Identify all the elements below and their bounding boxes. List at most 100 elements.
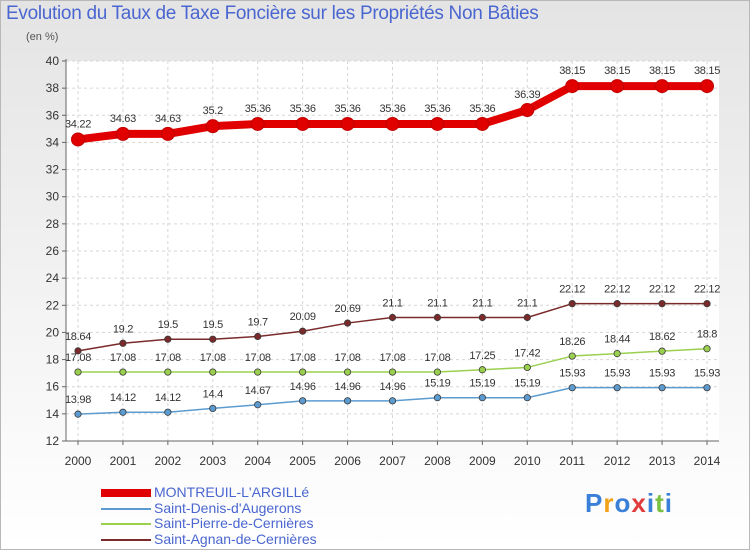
x-tick-label: 2007 <box>379 454 406 468</box>
data-label: 34.22 <box>65 118 91 130</box>
brand-letter: r <box>603 488 615 518</box>
data-label: 17.08 <box>379 352 405 364</box>
data-point <box>565 79 580 94</box>
data-point <box>340 116 355 131</box>
y-tick-label: 26 <box>46 244 60 258</box>
legend-swatch <box>101 523 151 525</box>
data-point <box>433 368 442 376</box>
data-point <box>74 347 82 355</box>
data-point <box>254 368 262 376</box>
data-label: 15.19 <box>424 378 450 390</box>
data-label: 15.93 <box>694 368 720 380</box>
brand-letter: P <box>585 488 604 518</box>
data-label: 14.12 <box>155 392 181 404</box>
data-label: 22.12 <box>694 284 720 296</box>
data-label: 14.12 <box>110 392 136 404</box>
data-point <box>523 363 531 372</box>
y-axis-unit: (en %) <box>26 31 59 43</box>
data-label: 18.62 <box>649 331 675 343</box>
data-label: 17.08 <box>245 352 271 364</box>
data-point <box>343 397 352 405</box>
data-label: 15.19 <box>514 378 540 390</box>
data-point <box>299 397 307 405</box>
x-tick-label: 2009 <box>469 454 496 468</box>
data-point <box>520 102 535 117</box>
y-tick-label: 20 <box>46 325 60 339</box>
x-tick-label: 2008 <box>424 454 451 468</box>
data-label: 38.15 <box>694 65 720 77</box>
brand-letter: i <box>646 488 656 518</box>
data-point <box>475 116 490 131</box>
data-point <box>74 410 82 418</box>
x-tick-label: 2006 <box>334 454 361 468</box>
data-label: 17.25 <box>469 350 495 362</box>
data-point <box>658 384 666 392</box>
y-tick-label: 18 <box>46 353 60 367</box>
data-label: 17.08 <box>155 352 181 364</box>
data-point <box>613 384 621 392</box>
data-point <box>250 116 265 131</box>
data-label: 34.63 <box>110 113 136 125</box>
data-label: 14.96 <box>379 381 405 393</box>
data-label: 35.36 <box>379 103 405 115</box>
x-tick-label: 2001 <box>110 454 137 468</box>
data-label: 35.36 <box>290 103 316 115</box>
brand-letter: i <box>664 488 673 518</box>
chart-title: Evolution du Taux de Taxe Foncière sur l… <box>6 3 539 24</box>
data-label: 21.1 <box>382 298 402 310</box>
brand-letter: x <box>631 488 647 518</box>
data-label: 38.15 <box>604 65 630 77</box>
y-tick-label: 14 <box>46 407 60 421</box>
data-point <box>523 394 531 402</box>
data-point <box>254 332 262 341</box>
x-tick-label: 2013 <box>649 454 676 468</box>
data-label: 19.5 <box>203 319 223 331</box>
brand-logo: Proxiti <box>585 488 673 519</box>
data-point <box>299 327 307 335</box>
data-point <box>478 394 486 402</box>
data-point <box>119 339 127 347</box>
data-point <box>209 335 217 343</box>
data-point <box>205 119 220 134</box>
data-label: 21.1 <box>517 298 537 310</box>
data-point <box>658 300 666 308</box>
data-point <box>478 313 486 322</box>
legend-label: MONTREUIL-L'ARGILLé <box>154 484 310 500</box>
data-point <box>295 116 310 131</box>
data-label: 22.12 <box>649 284 675 296</box>
data-label: 18.64 <box>65 331 91 343</box>
data-label: 17.08 <box>65 352 91 364</box>
x-tick-label: 2010 <box>514 454 541 468</box>
legend-label: Saint-Denis-d'Augerons <box>154 499 302 516</box>
data-point <box>703 384 711 392</box>
data-point <box>655 79 670 94</box>
x-tick-label: 2005 <box>289 454 316 468</box>
data-point <box>209 404 217 413</box>
data-label: 17.08 <box>200 352 226 364</box>
data-point <box>700 79 714 94</box>
data-label: 18.26 <box>559 336 585 348</box>
data-point <box>523 313 531 322</box>
data-label: 15.93 <box>649 368 675 380</box>
y-tick-label: 12 <box>46 434 60 448</box>
data-label: 18.8 <box>697 329 717 341</box>
legend-label: Saint-Agnan-de-Cernières <box>154 530 317 547</box>
data-point <box>388 313 397 322</box>
x-tick-label: 2014 <box>694 454 721 468</box>
x-tick-label: 2011 <box>559 454 585 468</box>
data-label: 35.36 <box>424 103 450 115</box>
data-point <box>115 126 130 141</box>
y-tick-label: 22 <box>46 298 60 312</box>
data-label: 15.19 <box>469 378 495 390</box>
data-label: 17.08 <box>424 352 450 364</box>
data-point <box>164 335 172 343</box>
data-label: 20.69 <box>335 303 361 315</box>
data-point <box>71 132 85 147</box>
data-label: 17.08 <box>110 352 136 364</box>
y-tick-label: 34 <box>46 135 60 149</box>
y-tick-label: 24 <box>46 271 60 285</box>
data-label: 17.08 <box>335 352 361 364</box>
data-point <box>478 366 486 374</box>
